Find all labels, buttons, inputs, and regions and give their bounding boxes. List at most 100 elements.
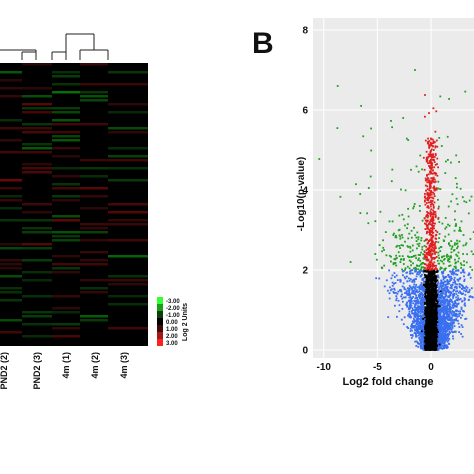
- data-point: [452, 321, 455, 323]
- data-point: [462, 286, 464, 289]
- data-point: [441, 330, 444, 333]
- data-point: [434, 180, 437, 183]
- data-point: [413, 283, 416, 286]
- data-point: [459, 283, 461, 285]
- data-point: [461, 314, 464, 317]
- heatmap-cell: [0, 247, 22, 250]
- data-point: [431, 274, 434, 277]
- data-point: [419, 154, 422, 157]
- data-point: [417, 330, 419, 332]
- data-point: [448, 242, 450, 244]
- data-point: [451, 304, 454, 307]
- data-point: [408, 290, 410, 293]
- heatmap-cell: [80, 223, 108, 226]
- heatmap-cell: [108, 239, 148, 242]
- data-point: [430, 290, 432, 293]
- data-point: [434, 211, 437, 213]
- data-point: [378, 244, 381, 246]
- heatmap-cell: [22, 211, 52, 214]
- data-point: [410, 264, 412, 267]
- data-point: [443, 258, 445, 261]
- data-point: [463, 299, 466, 302]
- data-point: [432, 177, 435, 180]
- data-point: [388, 269, 390, 272]
- data-point: [451, 335, 454, 338]
- data-point: [417, 291, 419, 294]
- data-point: [433, 273, 435, 276]
- data-point: [430, 295, 433, 298]
- heatmap-cell: [22, 271, 52, 274]
- data-point: [421, 298, 423, 300]
- data-point: [446, 285, 449, 288]
- data-point: [428, 249, 430, 252]
- colorbar-swatch: [157, 332, 163, 339]
- data-point: [430, 158, 432, 161]
- data-point: [433, 187, 436, 190]
- data-point: [426, 211, 428, 213]
- data-point: [430, 311, 432, 314]
- data-point: [433, 342, 436, 344]
- heatmap-cell: [22, 219, 52, 222]
- data-point: [454, 302, 457, 304]
- data-point: [429, 331, 432, 334]
- data-point: [410, 336, 413, 339]
- data-point: [431, 322, 433, 325]
- data-point: [406, 275, 408, 278]
- data-point: [426, 309, 429, 312]
- data-point: [411, 310, 413, 312]
- data-point: [419, 269, 422, 271]
- data-point: [420, 320, 423, 323]
- data-point: [427, 317, 430, 319]
- data-point: [469, 266, 472, 268]
- data-point: [459, 230, 462, 232]
- data-point: [437, 187, 440, 190]
- data-point: [461, 269, 464, 272]
- data-point: [439, 313, 442, 316]
- data-point: [435, 315, 437, 318]
- data-point: [445, 294, 447, 297]
- heatmap-cell: [80, 91, 108, 94]
- data-point: [444, 268, 446, 270]
- data-point: [424, 310, 427, 313]
- data-point: [436, 304, 439, 307]
- data-point: [446, 346, 449, 349]
- data-point: [431, 276, 434, 279]
- data-point: [440, 302, 442, 305]
- data-point: [402, 263, 405, 265]
- data-point: [455, 243, 458, 245]
- data-point: [440, 347, 442, 349]
- data-point: [367, 222, 370, 225]
- data-point: [442, 271, 445, 274]
- data-point: [336, 127, 339, 129]
- heatmap-cell: [22, 231, 52, 234]
- data-point: [432, 323, 435, 326]
- data-point: [429, 203, 432, 206]
- data-point: [448, 258, 451, 260]
- data-point: [428, 315, 431, 318]
- data-point: [420, 307, 423, 310]
- data-point: [451, 277, 453, 280]
- data-point: [432, 209, 434, 212]
- heatmap-cell: [108, 255, 148, 258]
- data-point: [448, 333, 450, 336]
- heatmap-cell: [80, 63, 108, 66]
- data-point: [430, 345, 433, 348]
- data-point: [432, 203, 435, 206]
- data-point: [442, 314, 445, 316]
- heatmap-cell: [80, 195, 108, 198]
- data-point: [434, 267, 437, 269]
- data-point: [437, 254, 440, 257]
- data-point: [403, 286, 406, 289]
- data-point: [418, 343, 421, 345]
- data-point: [420, 342, 423, 345]
- data-point: [444, 291, 447, 294]
- data-point: [404, 292, 406, 294]
- data-point: [447, 205, 450, 208]
- data-point: [415, 326, 418, 328]
- data-point: [444, 323, 447, 326]
- data-point: [419, 254, 421, 256]
- data-point: [412, 262, 414, 265]
- data-point: [431, 257, 434, 260]
- data-point: [435, 187, 438, 190]
- data-point: [454, 318, 457, 321]
